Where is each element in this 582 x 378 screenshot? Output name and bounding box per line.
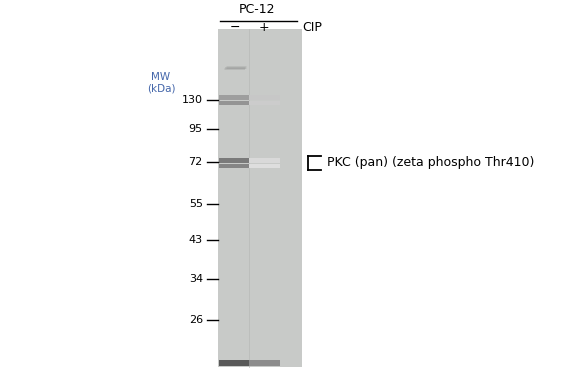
Text: 95: 95 bbox=[189, 124, 203, 133]
Bar bbox=[226, 66, 246, 69]
Bar bbox=[219, 164, 250, 167]
Text: CIP: CIP bbox=[302, 21, 322, 34]
Bar bbox=[226, 66, 247, 68]
Text: 26: 26 bbox=[189, 315, 203, 325]
Bar bbox=[218, 29, 302, 367]
Bar bbox=[249, 158, 280, 163]
Text: 34: 34 bbox=[189, 274, 203, 284]
Text: −: − bbox=[229, 21, 240, 34]
Text: 43: 43 bbox=[189, 235, 203, 245]
Bar bbox=[249, 101, 280, 105]
Bar bbox=[219, 359, 250, 366]
Text: PKC (pan) (zeta phospho Thr410): PKC (pan) (zeta phospho Thr410) bbox=[327, 156, 534, 169]
Bar bbox=[219, 101, 250, 105]
Bar bbox=[219, 95, 250, 100]
Bar bbox=[219, 158, 250, 163]
Bar bbox=[249, 164, 280, 167]
Text: MW
(kDa): MW (kDa) bbox=[147, 72, 175, 94]
Bar bbox=[249, 359, 280, 366]
Bar bbox=[225, 67, 245, 70]
Bar bbox=[249, 95, 280, 100]
Bar bbox=[225, 67, 246, 70]
Bar bbox=[225, 68, 244, 70]
Text: +: + bbox=[259, 21, 269, 34]
Text: 130: 130 bbox=[182, 95, 203, 105]
Text: 55: 55 bbox=[189, 198, 203, 209]
Text: 72: 72 bbox=[189, 157, 203, 167]
Text: PC-12: PC-12 bbox=[239, 3, 275, 16]
